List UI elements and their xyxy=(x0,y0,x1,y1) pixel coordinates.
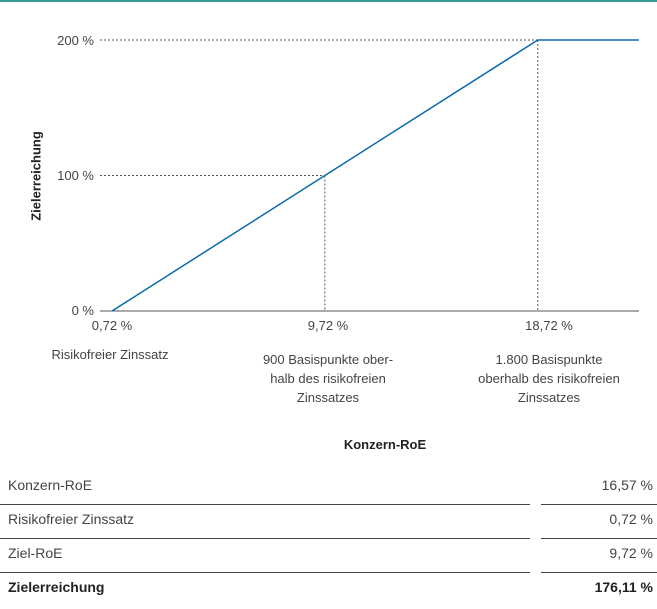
row-divider xyxy=(541,538,657,539)
result-table: Konzern-RoE 16,57 % Risikofreier Zinssat… xyxy=(0,471,657,607)
table-row: Ziel-RoE 9,72 % xyxy=(0,539,657,573)
table-row: Konzern-RoE 16,57 % xyxy=(0,471,657,505)
row-divider xyxy=(541,572,657,573)
y-tick-label: 0 % xyxy=(71,303,94,318)
y-tick-label: 100 % xyxy=(57,168,94,183)
x-annotation: 1.800 Basispunkte oberhalb des risikofre… xyxy=(478,352,620,405)
row-value: 176,11 % xyxy=(594,579,653,595)
x-tick-label: 9,72 % xyxy=(307,318,349,333)
table-row: Risikofreier Zinssatz 0,72 % xyxy=(0,505,657,539)
row-divider xyxy=(0,572,530,573)
row-label: Risikofreier Zinssatz xyxy=(8,511,135,527)
row-label: Zielerreichung xyxy=(8,579,105,595)
y-axis-title: Zielerreichung xyxy=(28,131,44,221)
row-label: Ziel-RoE xyxy=(8,545,63,561)
series-line xyxy=(111,39,639,312)
x-annotation: 900 Basispunkte ober- halb des risikofre… xyxy=(262,352,394,405)
chart xyxy=(100,39,639,312)
top-rule xyxy=(0,0,657,2)
x-axis-title: Konzern-RoE xyxy=(343,437,427,452)
x-annotation: Risikofreier Zinssatz xyxy=(51,347,169,362)
table-row-total: Zielerreichung 176,11 % xyxy=(0,573,657,607)
x-tick-label: 0,72 % xyxy=(91,318,133,333)
x-tick-label: 18,72 % xyxy=(525,318,573,333)
row-label: Konzern-RoE xyxy=(8,477,93,493)
y-tick-label: 200 % xyxy=(57,33,94,48)
row-divider xyxy=(541,504,657,505)
row-divider xyxy=(0,504,530,505)
row-value: 16,57 % xyxy=(601,477,653,493)
row-divider xyxy=(0,538,530,539)
row-value: 0,72 % xyxy=(609,511,653,527)
row-value: 9,72 % xyxy=(609,545,653,561)
